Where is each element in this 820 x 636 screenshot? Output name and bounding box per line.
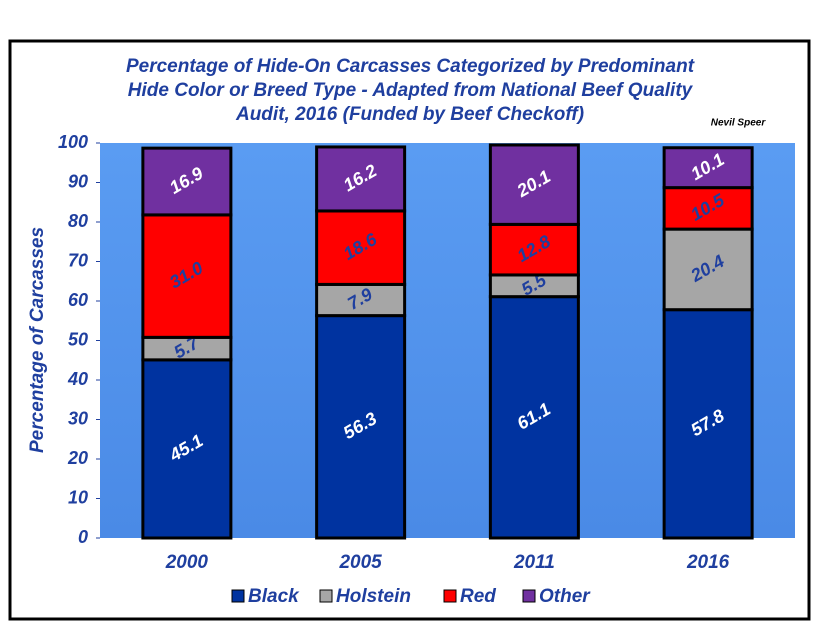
- y-tick-label: 90: [68, 171, 88, 191]
- chart-title: Percentage of Hide-On Carcasses Categori…: [126, 56, 695, 77]
- bar-segment: [662, 146, 754, 190]
- y-tick-label: 0: [78, 527, 88, 547]
- y-tick-label: 40: [67, 369, 88, 389]
- legend-label: Red: [460, 586, 496, 607]
- bar-segment: [488, 222, 580, 277]
- legend-label: Black: [248, 586, 300, 607]
- y-tick-label: 10: [68, 487, 88, 507]
- legend-swatch: [319, 589, 333, 603]
- bar-segment: [662, 186, 754, 231]
- chart-title: Hide Color or Breed Type - Adapted from …: [128, 80, 694, 101]
- legend-swatch: [522, 589, 536, 603]
- x-tick-label: 2016: [686, 552, 730, 573]
- title: Percentage of Hide-On Carcasses Categori…: [126, 56, 695, 125]
- y-tick-label: 70: [68, 250, 88, 270]
- bar-segment: [315, 282, 407, 318]
- y-tick-label: 20: [67, 448, 88, 468]
- x-tick-label: 2005: [338, 552, 382, 573]
- bar-segment: [488, 143, 580, 226]
- annotation: Nevil Speer: [711, 118, 767, 129]
- bar-segment: [662, 227, 754, 312]
- chart-title: Audit, 2016 (Funded by Beef Checkoff): [235, 104, 584, 125]
- y-axis-label: Percentage of Carcasses: [27, 227, 48, 453]
- legend-swatch: [443, 589, 457, 603]
- y-tick-label: 80: [68, 211, 88, 231]
- bar-segment: [315, 209, 407, 286]
- bar-segment: [315, 145, 407, 213]
- bar-segment: [141, 146, 233, 217]
- y-tick-label: 60: [68, 290, 88, 310]
- bar-segment: [662, 308, 754, 540]
- y-tick-label: 100: [58, 132, 88, 152]
- bar-segment: [141, 358, 233, 540]
- x-tick-label: 2000: [165, 552, 209, 573]
- x-tick-label: 2011: [513, 552, 555, 573]
- bar-segment: [141, 213, 233, 339]
- y-tick-label: 30: [68, 408, 88, 428]
- legend-swatch: [231, 589, 245, 603]
- bar-segment: [315, 314, 407, 540]
- y-tick-label: 50: [68, 329, 88, 349]
- bar-segment: [488, 295, 580, 540]
- legend-label: Holstein: [336, 586, 411, 607]
- legend-label: Other: [539, 586, 591, 607]
